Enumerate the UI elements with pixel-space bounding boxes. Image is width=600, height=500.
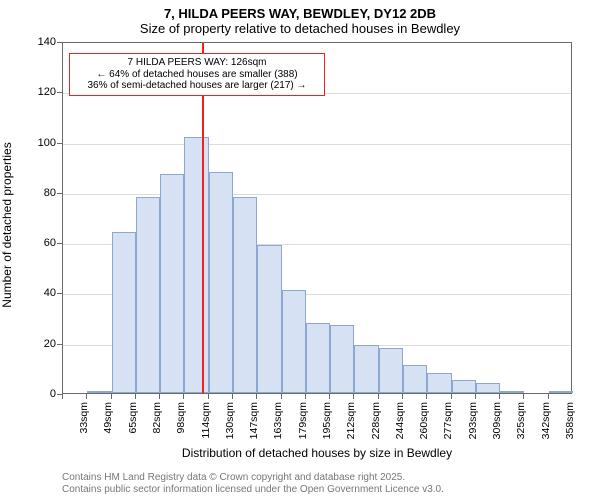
y-tick-label: 40	[26, 287, 56, 299]
plot-area: 7 HILDA PEERS WAY: 126sqm← 64% of detach…	[62, 42, 572, 394]
chart-title-line1: 7, HILDA PEERS WAY, BEWDLEY, DY12 2DB	[0, 6, 600, 21]
chart-title-block: 7, HILDA PEERS WAY, BEWDLEY, DY12 2DB Si…	[0, 0, 600, 36]
x-tick-label: 342sqm	[540, 402, 552, 448]
histogram-bar	[452, 380, 476, 393]
y-tick	[57, 42, 62, 43]
x-tick	[402, 394, 403, 399]
x-tick	[232, 394, 233, 399]
x-tick	[451, 394, 452, 399]
y-tick	[57, 344, 62, 345]
annotation-line: 36% of semi-detached houses are larger (…	[75, 80, 319, 92]
x-tick-label: 309sqm	[491, 402, 503, 448]
x-tick-label: 130sqm	[224, 402, 236, 448]
x-tick-label: 147sqm	[248, 402, 260, 448]
histogram-bar	[306, 323, 330, 393]
x-tick-label: 33sqm	[78, 402, 90, 448]
x-tick	[305, 394, 306, 399]
y-tick	[57, 193, 62, 194]
x-tick-label: 244sqm	[394, 402, 406, 448]
histogram-bar	[136, 197, 160, 393]
x-tick-label: 98sqm	[175, 402, 187, 448]
x-tick	[256, 394, 257, 399]
histogram-bar	[476, 383, 500, 393]
y-tick	[57, 143, 62, 144]
histogram-bar	[282, 290, 306, 393]
x-tick	[111, 394, 112, 399]
x-tick-label: 65sqm	[127, 402, 139, 448]
y-tick	[57, 243, 62, 244]
x-tick	[329, 394, 330, 399]
annotation-line: 7 HILDA PEERS WAY: 126sqm	[75, 57, 319, 69]
histogram-bar	[330, 325, 354, 393]
x-tick-label: 228sqm	[370, 402, 382, 448]
footer-line1: Contains HM Land Registry data © Crown c…	[62, 472, 600, 484]
x-tick-label: 325sqm	[515, 402, 527, 448]
annotation-line: ← 64% of detached houses are smaller (38…	[75, 69, 319, 81]
y-gridline	[63, 144, 571, 145]
chart-title-line2: Size of property relative to detached ho…	[0, 21, 600, 36]
x-tick-label: 195sqm	[321, 402, 333, 448]
x-tick	[62, 394, 63, 399]
y-tick	[57, 293, 62, 294]
histogram-bar	[112, 232, 136, 393]
histogram-bar	[233, 197, 257, 393]
x-tick	[548, 394, 549, 399]
x-tick	[378, 394, 379, 399]
x-tick-label: 49sqm	[102, 402, 114, 448]
histogram-bar	[209, 172, 233, 393]
x-tick	[475, 394, 476, 399]
x-tick-label: 82sqm	[151, 402, 163, 448]
x-tick-label: 179sqm	[297, 402, 309, 448]
x-tick-label: 293sqm	[467, 402, 479, 448]
histogram-bar	[500, 391, 524, 394]
x-tick	[159, 394, 160, 399]
y-tick-label: 140	[26, 36, 56, 48]
histogram-bar	[427, 373, 451, 393]
footer: Contains HM Land Registry data © Crown c…	[62, 472, 600, 496]
y-tick-label: 0	[26, 388, 56, 400]
x-tick	[135, 394, 136, 399]
footer-line2: Contains public sector information licen…	[62, 484, 600, 496]
x-tick	[281, 394, 282, 399]
y-gridline	[63, 194, 571, 195]
x-tick	[208, 394, 209, 399]
x-tick	[86, 394, 87, 399]
histogram-bar	[160, 174, 184, 393]
y-tick-label: 100	[26, 137, 56, 149]
reference-line	[202, 43, 204, 393]
x-tick	[353, 394, 354, 399]
x-axis-label: Distribution of detached houses by size …	[62, 446, 572, 460]
y-tick	[57, 92, 62, 93]
histogram-bar	[403, 365, 427, 393]
x-tick	[523, 394, 524, 399]
histogram-bar	[354, 345, 378, 393]
histogram-bar	[379, 348, 403, 393]
x-tick-label: 212sqm	[345, 402, 357, 448]
x-tick-label: 358sqm	[564, 402, 576, 448]
histogram-bar	[87, 391, 111, 394]
x-tick	[183, 394, 184, 399]
y-tick-label: 60	[26, 237, 56, 249]
y-tick-label: 80	[26, 187, 56, 199]
y-tick-label: 120	[26, 86, 56, 98]
x-tick-label: 260sqm	[418, 402, 430, 448]
annotation-box: 7 HILDA PEERS WAY: 126sqm← 64% of detach…	[69, 53, 325, 96]
histogram-bar	[257, 245, 281, 393]
histogram-bar	[184, 137, 208, 393]
x-tick	[499, 394, 500, 399]
histogram-bar	[549, 391, 573, 394]
x-tick-label: 277sqm	[442, 402, 454, 448]
y-tick-label: 20	[26, 338, 56, 350]
x-tick-label: 114sqm	[200, 402, 212, 448]
x-tick	[426, 394, 427, 399]
x-tick-label: 163sqm	[272, 402, 284, 448]
